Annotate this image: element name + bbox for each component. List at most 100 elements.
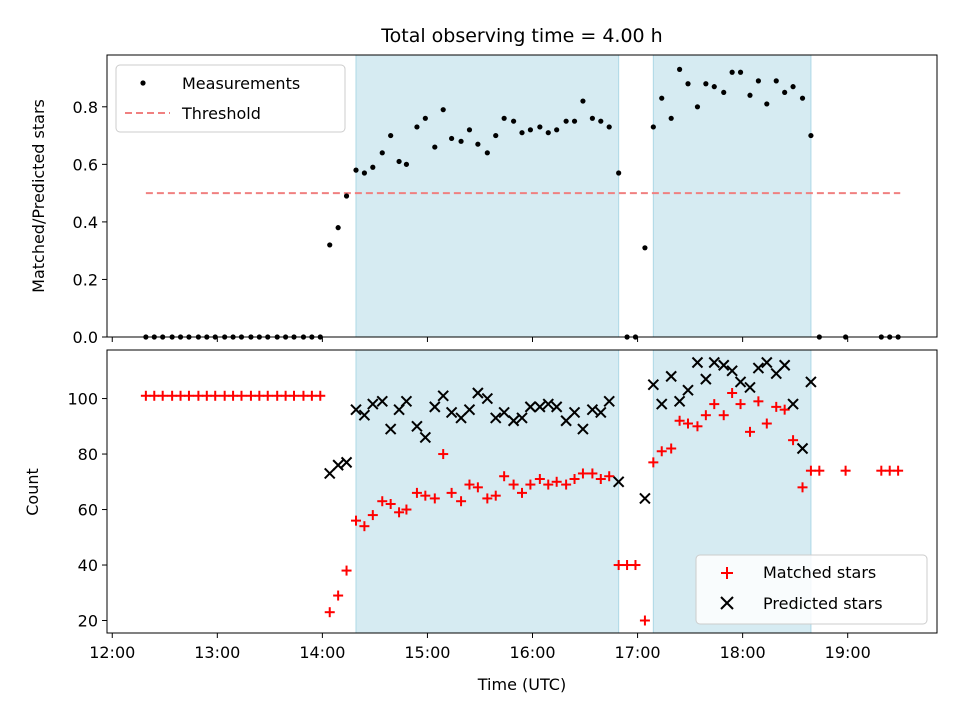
measurement-point [458, 138, 464, 144]
matched-star-marker [167, 390, 178, 401]
matched-star-marker [674, 415, 685, 426]
matched-star-marker [700, 410, 711, 421]
matched-star-marker [805, 465, 816, 476]
matched-star-marker [779, 404, 790, 415]
bottom-x-tick-label: 13:00 [194, 643, 240, 662]
measurement-point [545, 130, 551, 136]
measurement-point [379, 150, 385, 156]
predicted-star-marker [429, 401, 441, 413]
matched-star-marker [577, 468, 588, 479]
matched-star-marker [175, 390, 186, 401]
predicted-star-marker [700, 373, 712, 385]
measurement-point [466, 127, 473, 133]
top-y-axis-label: Matched/Predicted stars [29, 99, 48, 293]
matched-star-marker [245, 390, 256, 401]
predicted-star-marker [534, 401, 546, 413]
top-y-ticks: 0.0 0.2 0.4 0.6 0.8 [73, 98, 107, 347]
legend-measurements-label: Measurements [182, 74, 300, 93]
matched-star-marker [482, 493, 493, 504]
matched-star-marker [543, 479, 554, 490]
bottom-x-tick-label: 12:00 [89, 643, 135, 662]
bottom-x-tick-label: 14:00 [299, 643, 345, 662]
matched-star-marker [534, 474, 545, 485]
top-x-ticks [111, 337, 849, 342]
predicted-star-marker [419, 431, 432, 444]
matched-star-marker [797, 482, 808, 493]
top-y-tick-label: 0.2 [73, 270, 98, 289]
matched-star-marker [446, 487, 457, 498]
measurement-point [510, 118, 517, 124]
measurement-point [642, 245, 648, 251]
matched-star-marker [587, 468, 598, 479]
bottom-y-tick-label: 80 [78, 445, 98, 464]
matched-star-marker [551, 476, 562, 487]
matched-star-marker [140, 390, 151, 401]
predicted-star-marker [752, 362, 765, 374]
matched-star-marker [893, 465, 904, 476]
measurement-point [808, 132, 814, 139]
predicted-star-marker [332, 459, 344, 471]
predicted-star-marker [796, 442, 809, 455]
top-axes-frame [106, 54, 938, 338]
matched-star-marker [377, 496, 388, 507]
predicted-star-marker [603, 395, 615, 408]
measurement-point [659, 95, 665, 101]
bottom-axes-frame [106, 349, 938, 634]
matched-star-marker [648, 457, 659, 468]
top-y-tick-label: 0.0 [73, 328, 98, 347]
predicted-star-marker [805, 376, 817, 388]
matched-star-marker [656, 446, 667, 457]
measurement-point [475, 141, 481, 147]
measurement-point [414, 124, 420, 130]
bottom-x-tick-label: 19:00 [825, 643, 871, 662]
measurement-point [616, 170, 622, 176]
predicted-star-marker [778, 359, 791, 371]
measurement-point [790, 84, 796, 90]
bottom-x-axis-label: Time (UTC) [477, 675, 566, 694]
matched-star-marker [884, 465, 895, 476]
predicted-star-marker [550, 401, 563, 413]
predicted-star-marker [463, 403, 476, 416]
matched-star-marker [840, 465, 851, 476]
legend-measurements-marker [140, 80, 146, 86]
measurement-point [755, 78, 761, 84]
matched-star-marker [420, 490, 431, 501]
top-legend-box [115, 64, 346, 133]
matched-star-marker [359, 521, 370, 532]
measurement-point [396, 158, 402, 165]
measurement-point [580, 98, 586, 104]
measurement-point [685, 81, 691, 87]
measurement-point [668, 115, 674, 121]
predicted-star-marker [376, 395, 388, 408]
measurement-point [501, 115, 507, 121]
measurement-point [370, 164, 376, 170]
matched-star-marker [718, 410, 729, 421]
bottom-x-tick-label: 17:00 [615, 643, 661, 662]
measurement-point [403, 161, 410, 167]
measurement-point [484, 150, 490, 156]
matched-star-marker [333, 590, 344, 601]
bottom-y-tick-label: 60 [78, 501, 98, 520]
measurement-point [694, 104, 701, 110]
predicted-star-marker [498, 406, 510, 419]
matched-star-marker [456, 496, 467, 507]
bottom-x-tick-label: 16:00 [509, 643, 555, 662]
measurement-point [650, 124, 656, 130]
predicted-star-marker [350, 403, 362, 416]
bottom-legend-box [695, 554, 928, 625]
matched-star-marker [401, 504, 412, 515]
predicted-star-marker [665, 370, 677, 383]
matched-star-marker [595, 474, 606, 485]
matched-star-marker [438, 449, 449, 460]
predicted-star-marker [682, 384, 694, 396]
predicted-star-marker [718, 359, 730, 371]
measurement-point [537, 124, 543, 130]
bottom-y-axis-label: Count [23, 468, 42, 516]
matched-star-marker [499, 471, 510, 482]
legend-matched-label: Matched stars [763, 563, 876, 582]
matched-star-marker [149, 390, 160, 401]
matched-star-marker [272, 390, 283, 401]
matched-star-marker [262, 390, 273, 401]
matched-star-marker [228, 390, 239, 401]
